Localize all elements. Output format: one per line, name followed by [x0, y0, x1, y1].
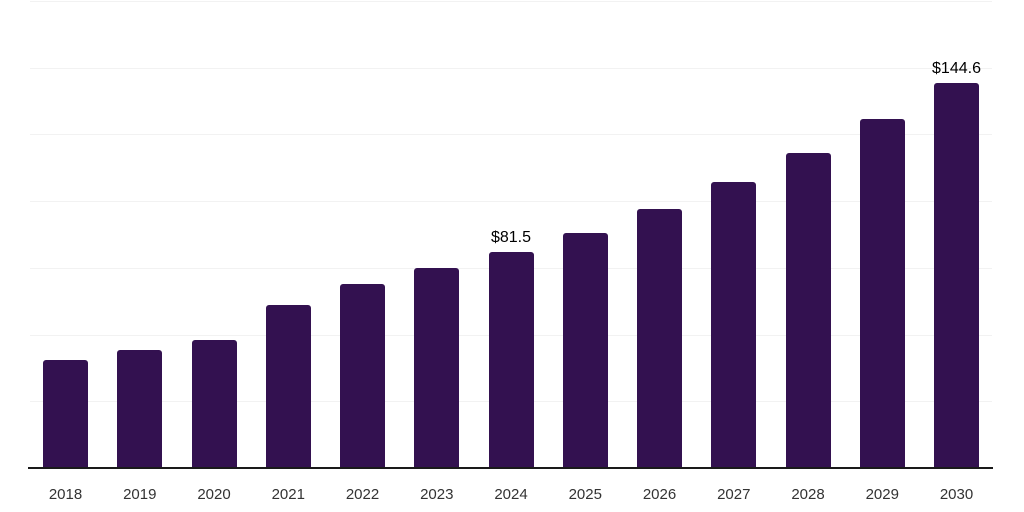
x-tick-label-2020: 2020 — [197, 486, 231, 503]
bar-2022 — [340, 284, 385, 469]
x-tick-label-2021: 2021 — [271, 486, 305, 503]
bar-column-2024: $81.5 2024 — [488, 2, 534, 503]
bar-column-2023: 2023 — [414, 2, 460, 503]
gridline-175 — [30, 1, 992, 2]
x-tick-label-2024: 2024 — [494, 486, 528, 503]
bar-2027 — [711, 182, 757, 469]
x-tick-label-2018: 2018 — [48, 486, 83, 503]
x-tick-label-2030: 2030 — [939, 486, 974, 503]
bar-2020 — [191, 340, 237, 469]
bar-column-2021: 2021 — [265, 2, 311, 503]
bar-2021 — [265, 305, 311, 469]
bar-2019 — [117, 350, 163, 469]
bar-column-2027: 2027 — [711, 2, 757, 503]
bar-2028 — [785, 153, 831, 469]
bar-2025 — [562, 233, 608, 469]
bar-2018 — [43, 360, 88, 469]
data-label-2030: $144.6 — [932, 60, 981, 77]
data-label-2024: $81.5 — [490, 229, 532, 246]
bar-column-2029: 2029 — [859, 2, 905, 503]
x-tick-label-2029: 2029 — [865, 486, 899, 503]
bar-column-2030: $144.6 2030 — [932, 2, 981, 504]
x-tick-label-2026: 2026 — [642, 486, 677, 503]
bar-2029 — [859, 119, 905, 469]
bar-2023 — [414, 268, 460, 469]
x-tick-label-2025: 2025 — [568, 486, 602, 503]
gridline-100 — [30, 201, 992, 203]
plot-area: 2018 2019 2020 2021 2022 2023 $81.5 2024 2025 202… — [30, 1, 992, 504]
gridline-125 — [30, 134, 992, 136]
bar-2024 — [488, 252, 534, 469]
x-tick-label-2023: 2023 — [420, 486, 454, 503]
bar-column-2022: 2022 — [340, 2, 385, 503]
gridline-150 — [30, 67, 992, 69]
bar-2026 — [637, 209, 682, 469]
x-tick-label-2022: 2022 — [345, 486, 380, 503]
x-tick-label-2028: 2028 — [791, 486, 825, 503]
x-tick-label-2027: 2027 — [717, 486, 751, 503]
bar-column-2020: 2020 — [191, 2, 237, 503]
bar-column-2025: 2025 — [562, 2, 608, 503]
bar-column-2019: 2019 — [117, 2, 163, 503]
bar-2030 — [934, 83, 979, 469]
bar-series: 2018 2019 2020 2021 2022 2023 $81.5 2024 2025 202… — [30, 2, 992, 504]
bar-column-2018: 2018 — [43, 2, 88, 503]
bar-column-2026: 2026 — [637, 2, 682, 503]
x-axis-line — [28, 467, 993, 469]
x-tick-label-2019: 2019 — [123, 486, 157, 503]
bar-column-2028: 2028 — [785, 2, 831, 503]
